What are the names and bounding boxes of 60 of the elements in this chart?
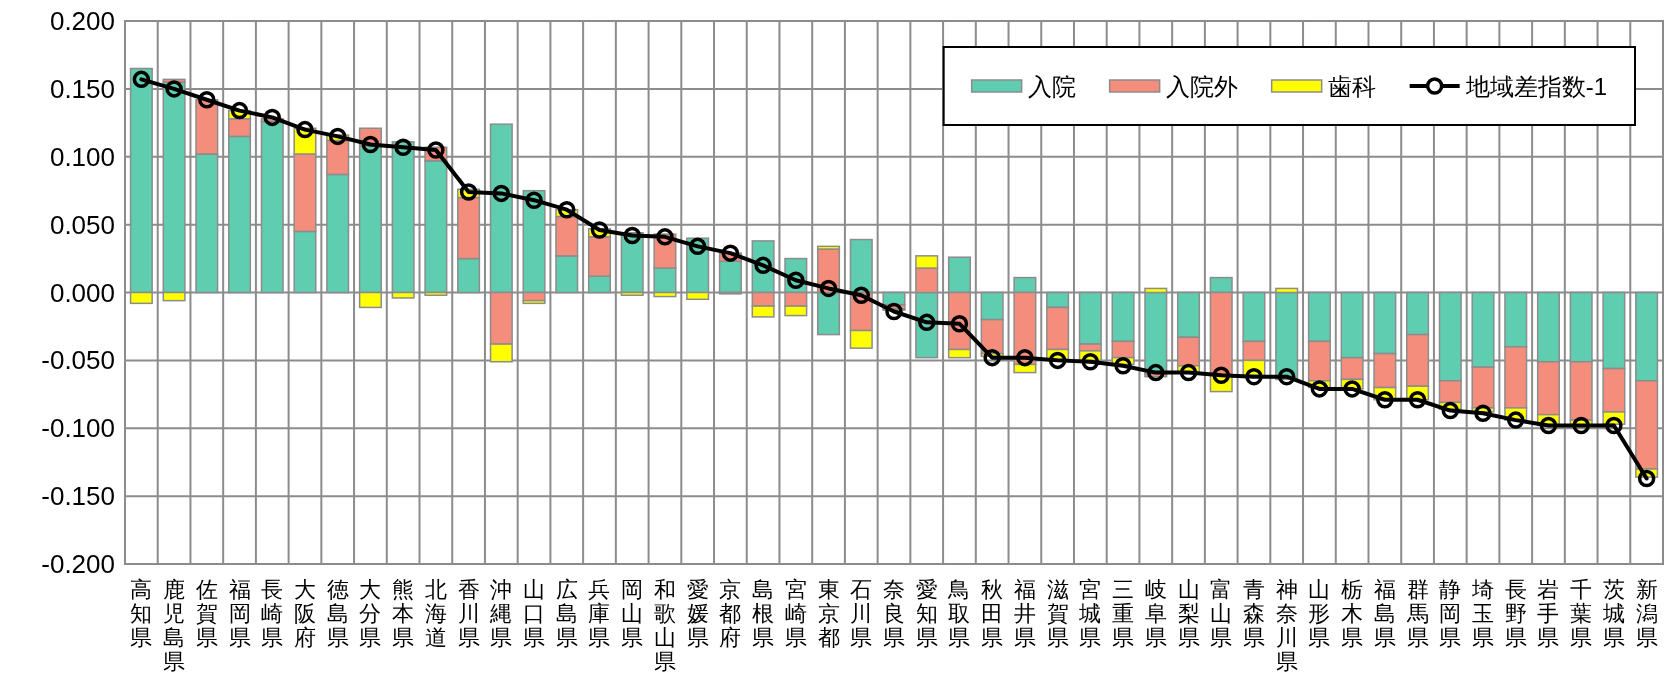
x-tick-label: 富山県 bbox=[1210, 577, 1233, 650]
x-tick-label: 大分県 bbox=[359, 577, 382, 650]
x-tick-label: 熊本県 bbox=[392, 577, 415, 650]
x-tick-label: 三重県 bbox=[1112, 577, 1135, 650]
x-tick-label: 栃木県 bbox=[1341, 577, 1364, 650]
y-tick-label: 0.150 bbox=[49, 73, 115, 104]
x-tick-label: 徳島県 bbox=[326, 577, 349, 650]
y-tick-label: 0.100 bbox=[49, 141, 115, 172]
x-tick-label: 茨城県 bbox=[1601, 577, 1625, 650]
y-tick-label: 0.200 bbox=[49, 6, 115, 36]
x-tick-label: 群馬県 bbox=[1405, 577, 1429, 650]
x-tick-label: 愛媛県 bbox=[686, 577, 709, 650]
x-tick-label: 宮崎県 bbox=[784, 577, 807, 650]
x-tick-label: 広島県 bbox=[555, 577, 578, 650]
y-tick-label: -0.200 bbox=[41, 549, 115, 579]
x-tick-label: 滋賀県 bbox=[1046, 577, 1069, 650]
legend-label: 入院 bbox=[1027, 73, 1076, 100]
x-tick-label: 岐阜県 bbox=[1144, 577, 1167, 650]
x-tick-label: 鹿児島県 bbox=[163, 577, 186, 674]
x-tick-label: 鳥取県 bbox=[947, 577, 971, 650]
x-tick-label: 和歌山県 bbox=[653, 577, 676, 674]
x-tick-label: 新潟県 bbox=[1635, 577, 1658, 650]
x-tick-label: 香川県 bbox=[457, 577, 480, 650]
x-tick-label: 長野県 bbox=[1504, 577, 1527, 650]
x-tick-label: 神奈川県 bbox=[1275, 577, 1298, 674]
x-tick-label: 千葉県 bbox=[1570, 577, 1593, 650]
x-tick-label: 長崎県 bbox=[261, 577, 284, 650]
x-tick-label: 秋田県 bbox=[981, 577, 1004, 650]
x-tick-label: 奈良県 bbox=[883, 577, 905, 650]
x-tick-label: 京都府 bbox=[719, 577, 742, 650]
y-tick-label: 0.050 bbox=[49, 209, 115, 240]
x-tick-label: 高知県 bbox=[130, 577, 153, 650]
x-tick-label: 福井県 bbox=[1013, 577, 1036, 650]
legend-label: 歯科 bbox=[1327, 73, 1376, 100]
y-tick-label: -0.150 bbox=[41, 481, 115, 512]
x-tick-label: 東京都 bbox=[817, 577, 840, 650]
x-tick-label: 宮城県 bbox=[1078, 577, 1102, 650]
y-tick-label: -0.050 bbox=[41, 345, 115, 376]
x-tick-label: 大阪府 bbox=[293, 577, 316, 650]
x-tick-label: 島根県 bbox=[752, 577, 775, 650]
x-tick-label: 山形県 bbox=[1308, 577, 1331, 650]
y-tick-label: -0.100 bbox=[41, 413, 115, 444]
x-tick-label: 福島県 bbox=[1373, 577, 1396, 650]
y-tick-label: 0.000 bbox=[49, 277, 115, 308]
x-tick-label: 山梨県 bbox=[1177, 577, 1200, 650]
legend-label: 入院外 bbox=[1165, 73, 1238, 100]
x-tick-label: 沖縄県 bbox=[489, 577, 513, 650]
x-tick-label: 埼玉県 bbox=[1471, 577, 1495, 650]
x-tick-label: 愛知県 bbox=[915, 577, 938, 650]
x-tick-label: 福岡県 bbox=[228, 577, 251, 650]
x-tick-label: 佐賀県 bbox=[195, 577, 218, 650]
x-tick-label: 山口県 bbox=[523, 577, 546, 650]
x-tick-label: 青森県 bbox=[1242, 577, 1265, 650]
x-tick-label: 石川県 bbox=[850, 577, 873, 650]
x-tick-label: 岡山県 bbox=[621, 577, 644, 650]
x-tick-label: 北海道 bbox=[424, 577, 447, 650]
x-tick-label: 兵庫県 bbox=[588, 577, 611, 650]
legend-label: 地域差指数-1 bbox=[1464, 73, 1607, 100]
x-tick-label: 静岡県 bbox=[1439, 577, 1462, 650]
x-tick-label: 岩手県 bbox=[1537, 577, 1560, 650]
